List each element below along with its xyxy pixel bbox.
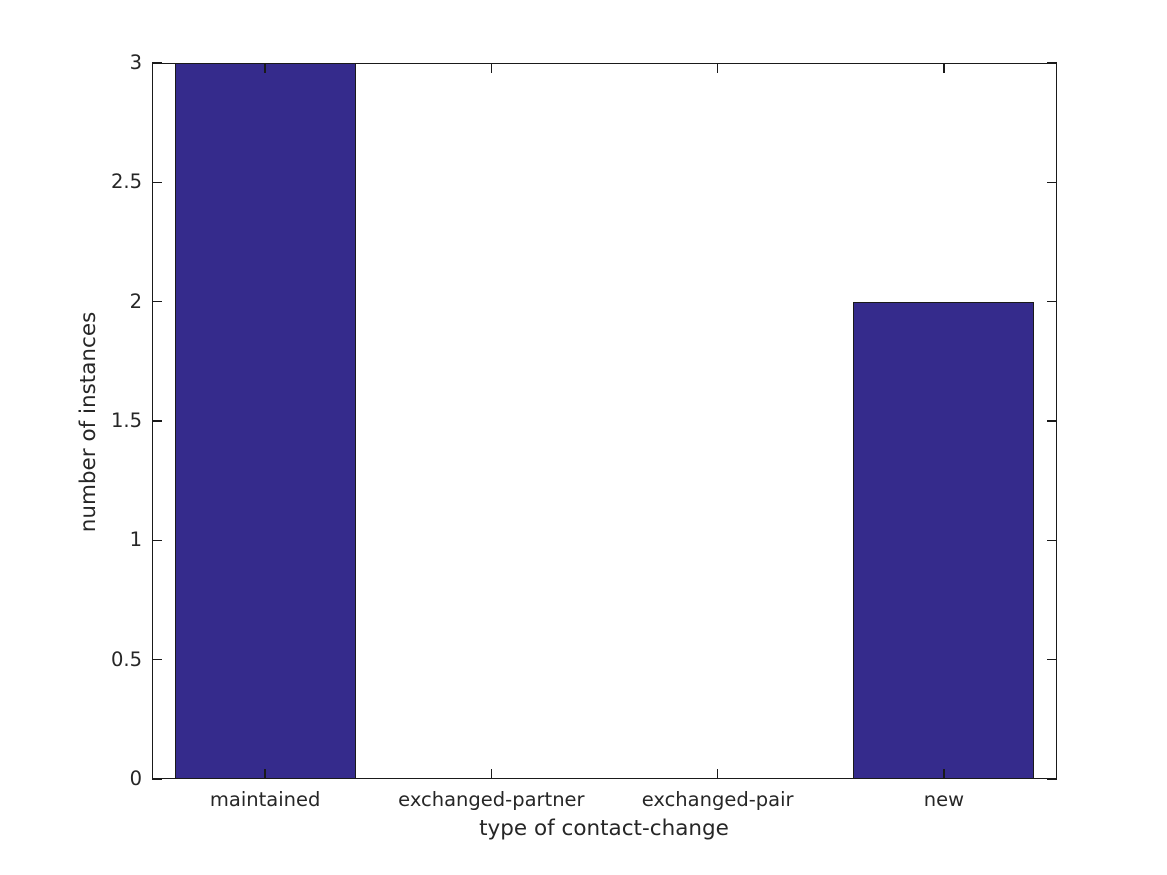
y-tick-label-1.5: 1.5 [110, 409, 142, 432]
y-tick-right [1047, 778, 1057, 780]
y-tick-left [152, 658, 162, 661]
y-tick-label-0: 0 [129, 767, 142, 790]
y-tick-left [152, 300, 162, 303]
y-tick-right [1047, 181, 1057, 184]
y-tick-left [152, 420, 162, 422]
y-tick-left [152, 539, 162, 542]
x-tick-top [943, 63, 945, 73]
x-tick-bottom [716, 769, 719, 779]
x-tick-top [264, 63, 266, 73]
x-tick-label-new: new [923, 788, 965, 811]
x-tick-label-exchanged-partner: exchanged-partner [398, 788, 585, 811]
x-tick-bottom [490, 769, 493, 779]
y-tick-right [1047, 300, 1057, 303]
y-tick-label-1: 1 [129, 528, 142, 552]
y-tick-left [152, 778, 162, 780]
y-tick-right [1047, 62, 1057, 64]
y-tick-label-3: 3 [129, 51, 142, 74]
y-tick-left [152, 181, 162, 184]
x-tick-label-exchanged-pair: exchanged-pair [641, 788, 794, 811]
y-tick-right [1047, 420, 1057, 422]
x-tick-top [716, 63, 719, 73]
y-tick-right [1047, 658, 1057, 661]
x-axis-title: type of contact-change [479, 816, 729, 841]
y-tick-label-2: 2 [129, 289, 142, 313]
y-tick-right [1047, 539, 1057, 542]
y-tick-label-0.5: 0.5 [110, 647, 142, 671]
y-tick-label-2.5: 2.5 [110, 170, 142, 194]
x-tick-label-maintained: maintained [209, 788, 321, 811]
bar-maintained [174, 63, 356, 779]
bar-new [853, 301, 1035, 779]
x-tick-bottom [264, 769, 266, 779]
y-tick-left [152, 62, 162, 64]
x-tick-bottom [943, 769, 945, 779]
x-tick-top [490, 63, 493, 73]
